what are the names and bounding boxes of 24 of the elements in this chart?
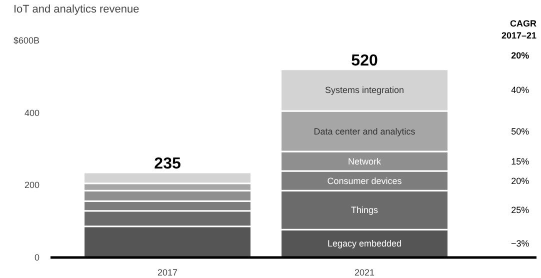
annotation: 25% [511, 205, 530, 216]
x-tick-label: 2017 [158, 268, 178, 278]
total-label: 235 [154, 156, 181, 173]
total-label: 520 [351, 52, 378, 70]
y-tick-label: 0 [34, 252, 40, 262]
annotation: 40% [511, 85, 530, 96]
annotation: 50% [511, 126, 530, 136]
annotation: 20% [511, 176, 530, 186]
series-label: Consumer devices [327, 176, 402, 186]
annotation: −3% [511, 238, 530, 249]
y-tick-label: 200 [24, 180, 40, 190]
series-label: Data center and analytics [314, 126, 416, 136]
annotation: 20% [511, 50, 530, 60]
y-tick-label: $600B [13, 36, 40, 46]
series-label: Legacy embedded [327, 238, 402, 249]
y-tick-label: 400 [24, 108, 40, 118]
series-label: Systems integration [325, 85, 404, 96]
text: 2017–21 [501, 30, 537, 40]
annotation: 15% [511, 156, 530, 166]
text: CAGR [510, 18, 537, 28]
series-label: Things [351, 205, 379, 216]
series-label: Network [348, 156, 382, 166]
x-tick-label: 2021 [354, 268, 375, 278]
chart-title: IoT and analytics revenue [14, 4, 140, 16]
